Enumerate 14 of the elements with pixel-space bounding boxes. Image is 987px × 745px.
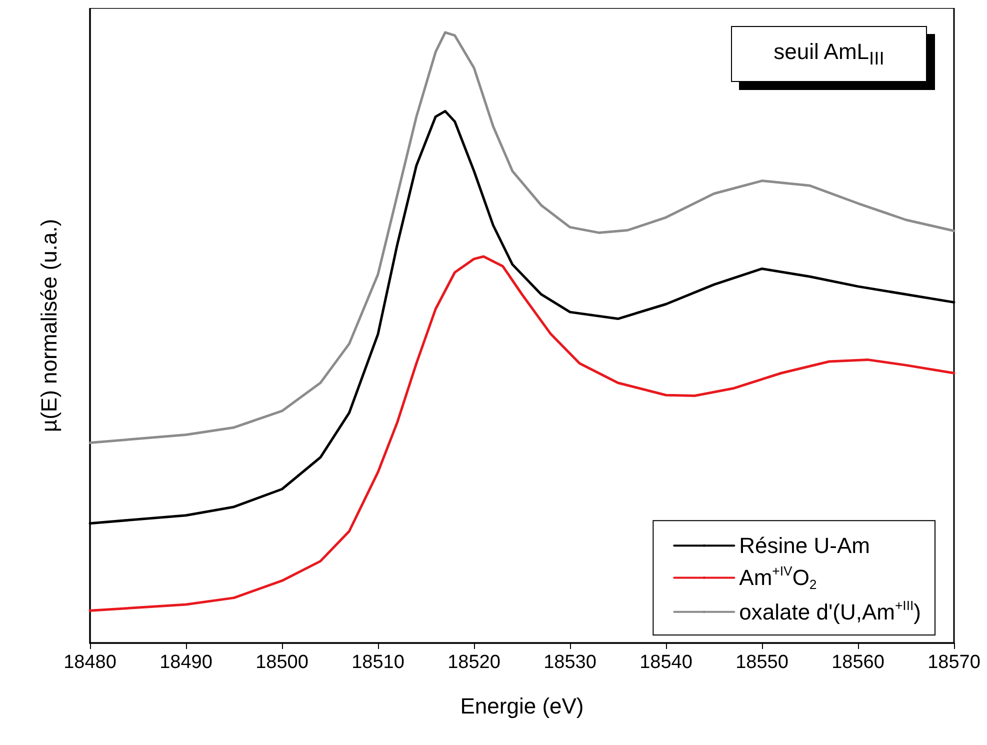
x-tick-label: 18540	[640, 652, 692, 673]
x-tick-label: 18480	[64, 652, 116, 673]
annotation: seuil AmL$_{III}$	[774, 38, 884, 70]
x-axis-title: Energie (eV)	[460, 694, 584, 718]
x-tick-label: 18560	[832, 652, 884, 673]
x-tick-label: 18490	[160, 652, 212, 673]
x-tick-label: 18530	[544, 652, 596, 673]
x-tick-label: 18520	[448, 652, 500, 673]
legend-label: Résine U-Am	[739, 533, 870, 558]
x-tick-label: 18510	[352, 652, 404, 673]
x-tick-label: 18500	[256, 652, 308, 673]
x-tick-label: 18550	[736, 652, 788, 673]
y-axis-title: µ(E) normalisée (u.a.)	[36, 218, 62, 432]
x-tick-label: 18570	[928, 652, 980, 673]
